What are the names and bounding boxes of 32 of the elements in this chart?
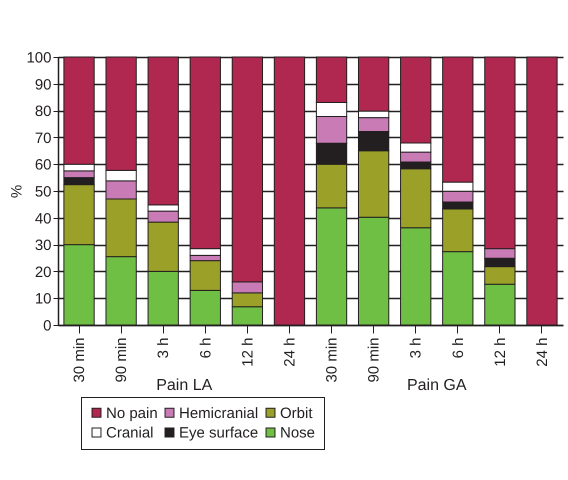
y-tick-label: 10: [34, 290, 52, 308]
y-tick-label: 20: [34, 264, 52, 281]
x-tick-label: 24 h: [281, 338, 298, 367]
legend-label: Cranial: [106, 424, 154, 442]
y-tick-label: 40: [34, 210, 52, 228]
x-tick-label: 3 h: [155, 338, 172, 358]
legend-label: Eye surface: [179, 424, 258, 442]
x-tick-label: 24 h: [534, 338, 551, 367]
legend-label: Hemicranial: [179, 404, 258, 422]
y-tick-label: 80: [34, 103, 52, 120]
x-tick-label: 90 min: [113, 338, 130, 383]
legend-label: No pain: [106, 404, 158, 422]
legend-label: Nose: [280, 424, 316, 442]
text: Pain LA: [156, 377, 213, 394]
x-tick-label: 90 min: [366, 338, 383, 383]
x-tick-label: 12 h: [492, 338, 509, 367]
x-tick-label: 6 h: [197, 338, 214, 358]
x-tick-label: 30 min: [71, 338, 88, 383]
y-tick-label: 90: [34, 76, 52, 94]
y-tick-label: 30: [34, 237, 52, 254]
text: Pain GA: [406, 377, 467, 394]
y-axis-title: %: [8, 184, 26, 198]
x-tick-label: 6 h: [450, 338, 467, 358]
y-tick-label: 0: [43, 318, 52, 334]
x-tick-label: 3 h: [408, 338, 425, 358]
legend-label: Orbit: [280, 404, 314, 422]
y-tick-label: 60: [34, 156, 52, 174]
y-tick-label: 100: [26, 50, 52, 66]
x-tick-label: 30 min: [324, 338, 341, 383]
y-tick-label: 70: [34, 130, 52, 147]
x-tick-label: 12 h: [239, 338, 256, 367]
y-tick-label: 50: [34, 184, 52, 200]
